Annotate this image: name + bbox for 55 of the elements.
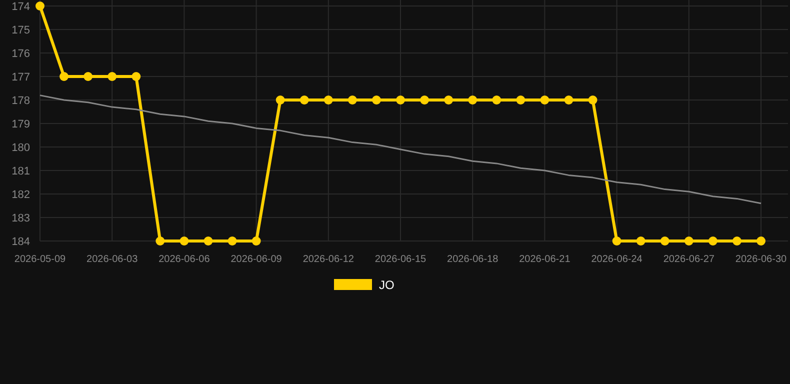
- x-tick-label: 2026-06-27: [663, 254, 715, 265]
- point: [420, 96, 430, 104]
- y-tick-label: 175: [12, 24, 30, 36]
- point: [612, 236, 622, 246]
- point: [516, 96, 526, 104]
- point: [684, 236, 694, 246]
- point: [36, 2, 44, 10]
- x-tick-label: 2026-06-06: [158, 254, 210, 265]
- point: [60, 72, 69, 81]
- y-tick-label: 179: [12, 118, 30, 130]
- point: [180, 236, 189, 246]
- point: [324, 96, 333, 104]
- point: [132, 72, 141, 81]
- x-tick-label: 2026-06-09: [230, 254, 282, 265]
- line-series: [39, 94, 762, 204]
- point: [708, 236, 718, 246]
- x-tick-label: 2026-06-21: [519, 254, 571, 265]
- point: [276, 96, 285, 104]
- point: [492, 96, 502, 104]
- y-tick-label: 178: [12, 94, 30, 107]
- x-tick-label: 2026-05-09: [14, 254, 66, 265]
- point: [156, 236, 165, 246]
- point: [588, 96, 598, 104]
- point: [228, 236, 237, 246]
- point: [564, 96, 574, 104]
- x-tick-label: 2026-06-24: [591, 254, 643, 265]
- point: [756, 236, 766, 246]
- y-tick-label: 180: [12, 142, 30, 154]
- y-tick-label: 176: [12, 48, 30, 60]
- y-tick-label: 174: [12, 0, 30, 13]
- x-tick-label: 2026-06-12: [302, 254, 354, 265]
- point: [660, 236, 670, 246]
- point: [732, 236, 742, 246]
- x-tick-label: 2026-06-30: [735, 254, 788, 265]
- y-tick-label: 177: [12, 71, 30, 84]
- x-tick-label: 2026-06-18: [447, 254, 499, 265]
- point: [372, 96, 381, 104]
- point: [108, 72, 117, 81]
- point: [468, 96, 478, 104]
- x-tick-label: 2026-06-15: [374, 254, 427, 265]
- y-tick-label: 182: [12, 188, 30, 201]
- point: [636, 236, 646, 246]
- y-tick-label: 181: [12, 165, 30, 178]
- point: [84, 72, 93, 81]
- x-tick-label: 2026-06-03: [86, 254, 138, 265]
- point: [396, 96, 405, 104]
- y-tick-label: 184: [12, 236, 30, 248]
- point: [252, 236, 261, 246]
- y-tick-label: 183: [12, 212, 30, 224]
- point: [444, 96, 454, 104]
- legend-label: JO: [379, 278, 394, 292]
- point: [204, 236, 213, 246]
- point: [540, 96, 550, 104]
- point: [300, 96, 309, 104]
- point: [348, 96, 357, 104]
